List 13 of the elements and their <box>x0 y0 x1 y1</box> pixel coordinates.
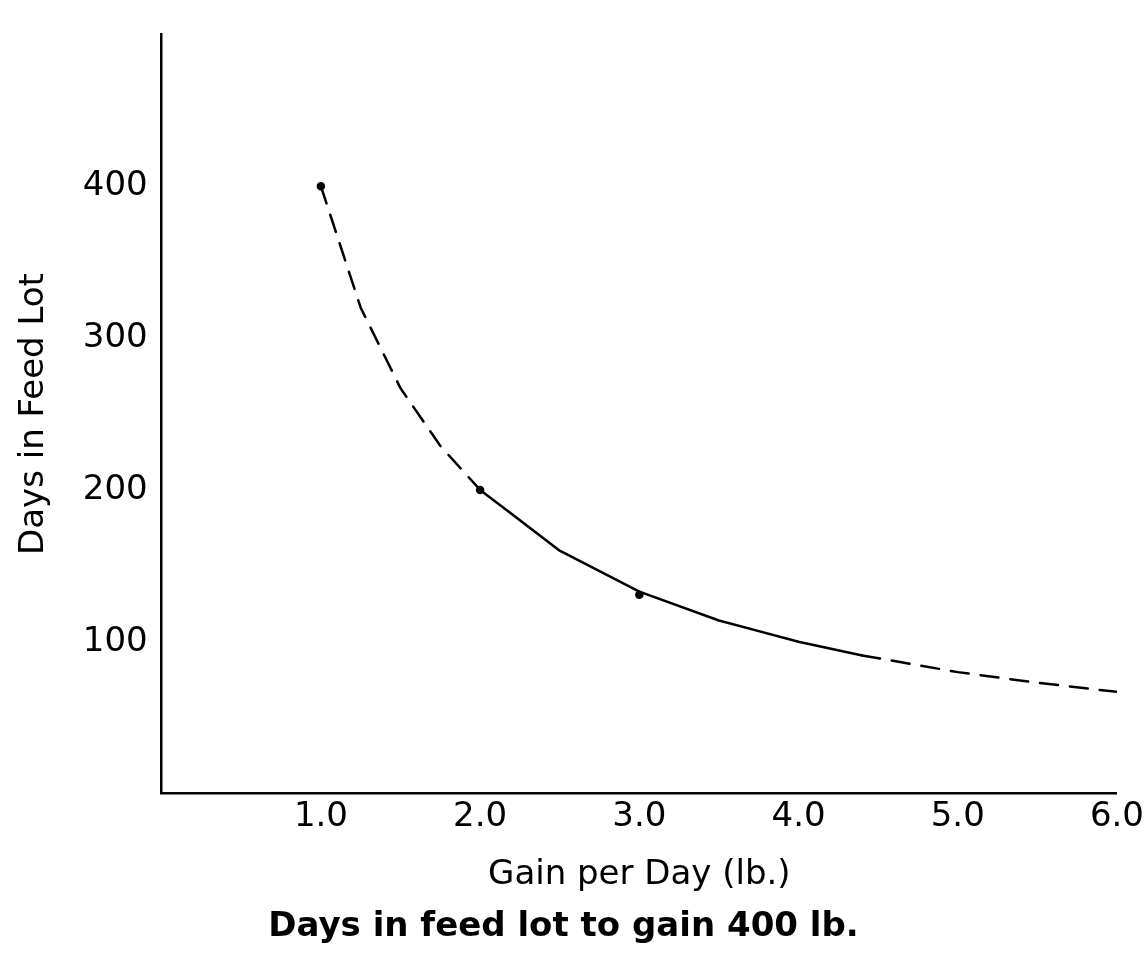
y-tick-label: 200 <box>82 466 148 507</box>
y-axis-title: Days in Feed Lot <box>11 273 52 555</box>
y-tick-label: 100 <box>82 618 148 659</box>
x-axis-title: Gain per Day (lb.) <box>488 851 791 892</box>
x-tick-label: 2.0 <box>453 793 508 834</box>
x-tick-label: 5.0 <box>930 793 985 834</box>
x-tick-label: 6.0 <box>1089 793 1144 834</box>
x-tick-label: 1.0 <box>293 793 348 834</box>
x-tick-label: 4.0 <box>771 793 826 834</box>
text: Days in feed lot to gain 400 lb. <box>268 904 859 945</box>
y-tick-label: 400 <box>82 163 148 204</box>
y-tick-label: 300 <box>82 314 148 355</box>
x-tick-label: 3.0 <box>612 793 667 834</box>
